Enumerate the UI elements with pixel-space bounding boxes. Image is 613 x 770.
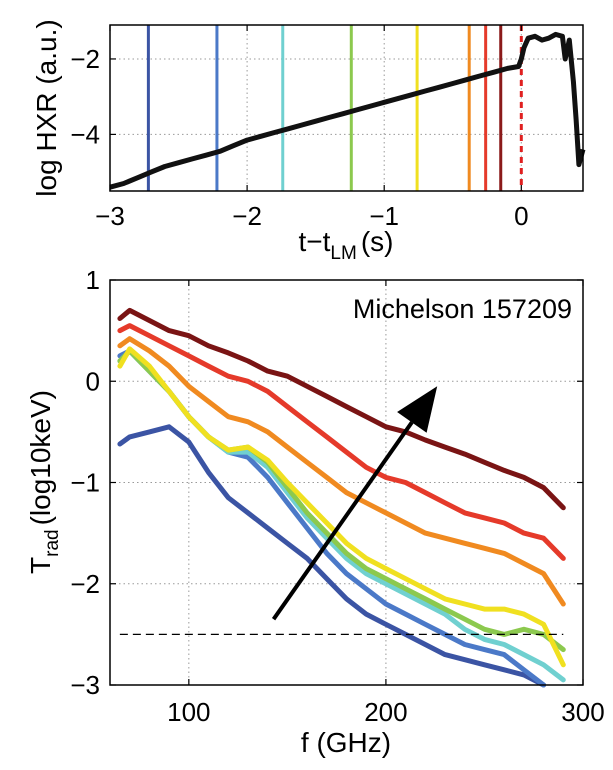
- bottom-ylabel-unit: (log10keV): [25, 390, 56, 525]
- top-axes-frame: [109, 24, 584, 192]
- x-tick-label: −3: [95, 201, 125, 231]
- bottom-xlabel: f (GHz): [301, 727, 391, 758]
- spectrum-line: [117, 323, 566, 561]
- top-panel: −3 −2 −1 0 −4 −2 log HXR (a.u.) t−tLM (s): [31, 19, 586, 264]
- y-tick-label: −2: [70, 569, 100, 599]
- y-tick-label: −4: [70, 119, 100, 149]
- x-tick-label: 100: [167, 697, 210, 727]
- x-tick-label: 300: [561, 697, 604, 727]
- spectrum-line: [117, 336, 566, 607]
- spectrum-line: [117, 307, 566, 511]
- top-xlabel-unit: (s): [361, 226, 394, 257]
- top-series: [109, 31, 586, 190]
- top-grid: [109, 25, 583, 191]
- bottom-ticks: 100 200 300 −3 −2 −1 0 1: [70, 265, 604, 727]
- hxr-trace: [109, 31, 586, 190]
- top-ticks: −3 −2 −1 0 −4 −2: [70, 25, 583, 231]
- y-tick-label: −1: [70, 468, 100, 498]
- x-tick-label: 0: [514, 201, 528, 231]
- top-xlabel-main: t−t: [299, 226, 331, 257]
- top-ylabel: log HXR (a.u.): [31, 19, 62, 196]
- y-tick-label: −2: [70, 44, 100, 74]
- y-tick-label: −3: [70, 670, 100, 700]
- spectrum-line: [117, 424, 547, 688]
- top-xlabel: t−tLM (s): [299, 226, 394, 264]
- top-xlabel-sub: LM: [330, 243, 356, 264]
- bottom-ylabel-sub: rad: [42, 529, 63, 556]
- y-tick-label: 0: [86, 366, 100, 396]
- x-tick-label: −1: [369, 201, 399, 231]
- bottom-panel: 100 200 300 −3 −2 −1 0 1 Michelson 157209 f (GH…: [25, 265, 605, 758]
- bottom-annotations: [119, 386, 564, 635]
- trend-arrow-head: [397, 386, 438, 433]
- x-tick-label: −2: [232, 201, 262, 231]
- spectrum-line: [117, 348, 566, 653]
- bottom-series: [117, 307, 566, 688]
- bottom-axes-frame: [109, 279, 584, 686]
- bottom-ylabel: Trad (log10keV): [25, 390, 63, 574]
- y-tick-label: 1: [86, 265, 100, 295]
- bottom-ylabel-main: T: [25, 557, 56, 574]
- spectrum-line: [117, 346, 566, 668]
- bottom-grid: [110, 280, 584, 685]
- bottom-title: Michelson 157209: [353, 294, 572, 324]
- trend-arrow-shaft: [271, 421, 414, 621]
- top-markers: [146, 25, 523, 191]
- x-tick-label: 200: [364, 697, 407, 727]
